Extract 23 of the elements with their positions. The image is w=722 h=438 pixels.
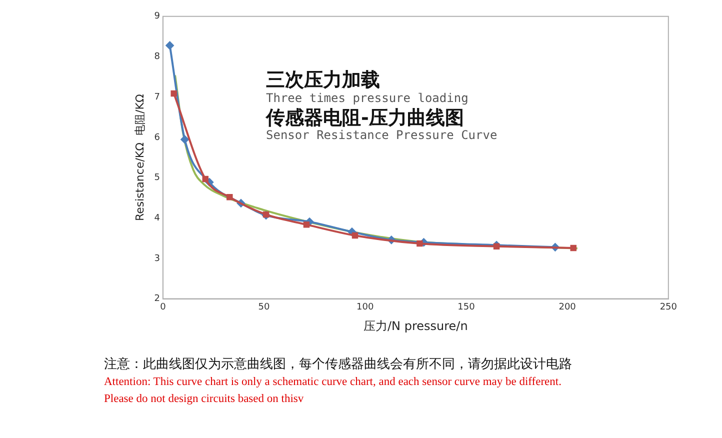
text: Please do not design circuits based on thisv [104,392,305,407]
annotation: 传感器电阻-压力曲线图 [266,106,465,130]
x-tick-label: 0 [160,302,166,313]
y-tick-label: 2 [154,294,160,304]
text: 注意：此曲线图仅为示意曲线图，每个传感器曲线会有所不同，请勿据此设计电路 [104,355,572,373]
y-tick-label: 4 [154,213,160,224]
y-tick-label: 6 [154,132,160,143]
y-tick-label: 8 [154,52,160,62]
x-tick-label: 250 [660,302,678,313]
y-tick-label: 9 [154,12,160,22]
x-tick-label: 50 [258,302,270,313]
text: 三次压力加载 [266,69,381,92]
x-tick-label: 150 [458,302,476,313]
y-tick-label: 3 [154,254,160,264]
y-axis-title: Resistance/KΩ 电阻/KΩ [133,94,146,222]
y-tick-label: 5 [154,173,160,184]
y-tick-label: 7 [154,92,160,102]
text: Attention: This curve chart is only a schematic curve chart, and each sensor curve may be different. [104,374,562,390]
x-tick-label: 200 [558,302,576,313]
x-axis-title: 压力/N pressure/n [364,318,468,333]
annotation: Sensor Resistance Pressure Curve [266,128,498,144]
text: Three times pressure loading [266,90,470,106]
x-tick-label: 100 [356,302,374,313]
